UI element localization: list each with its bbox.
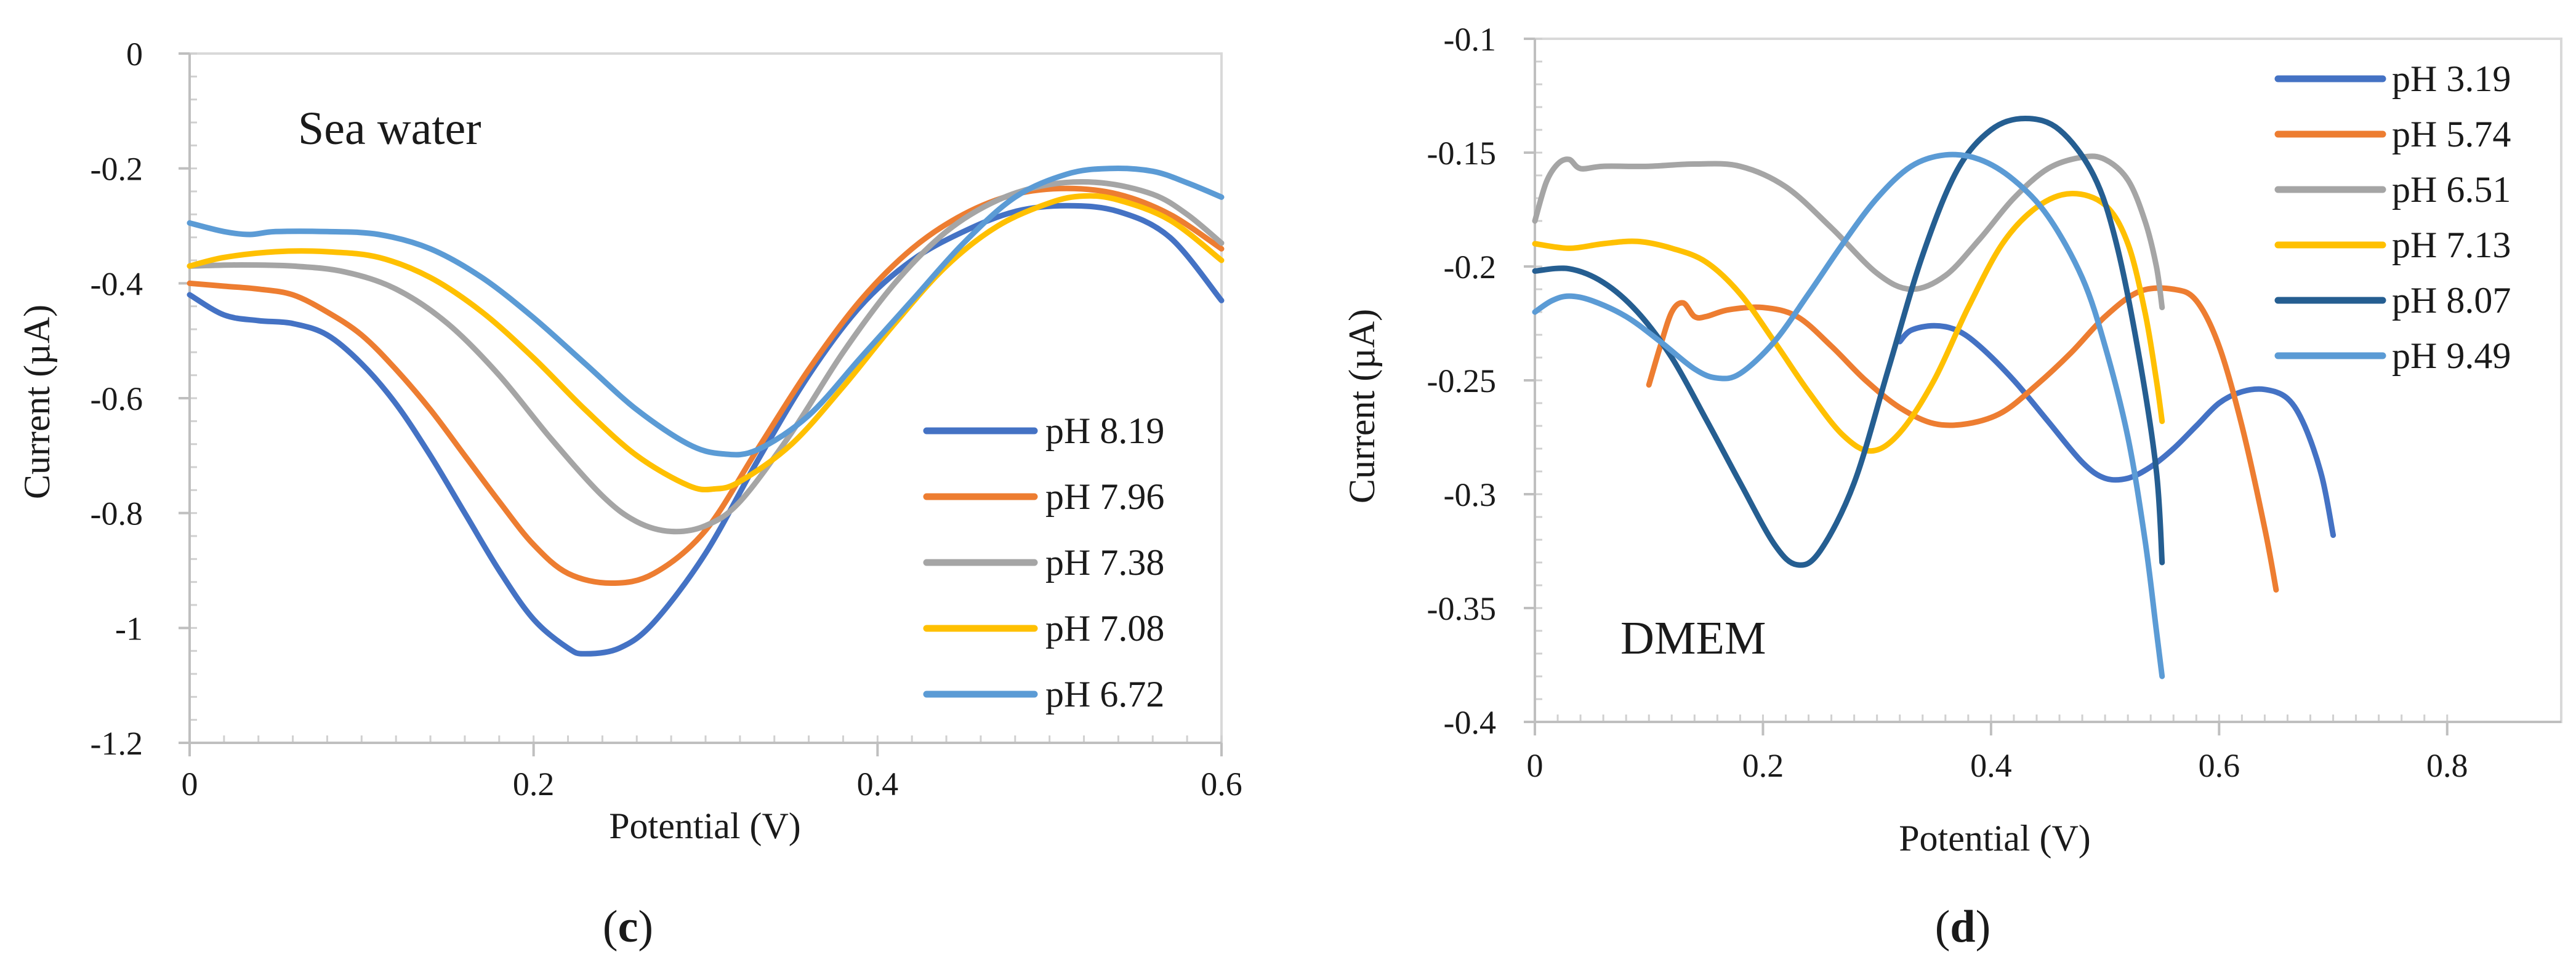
legend-label: pH 6.72 (1045, 674, 1164, 715)
x-axis-title: Potential (V) (609, 806, 801, 846)
series-line-ph-9-49 (1532, 151, 2165, 679)
y-tick-label: -1.2 (91, 725, 143, 762)
x-tick-label: 0.2 (513, 766, 555, 803)
legend-label: pH 7.96 (1045, 476, 1164, 517)
x-tick-label: 0 (1527, 747, 1544, 784)
series-line-ph-7-08 (187, 193, 1225, 493)
series-line-ph-8-19 (187, 202, 1225, 657)
x-axis-ticks: 0 0.2 0.4 0.6 (182, 735, 1242, 803)
series-group (1532, 116, 2337, 679)
y-tick-label: -0.2 (91, 151, 143, 188)
x-tick-label: 0.6 (1201, 766, 1242, 803)
chart-annotation: DMEM (1620, 612, 1766, 664)
y-tick-label: -0.8 (91, 495, 143, 532)
chart-panel-c: 0 0.2 0.4 0.6 0 -0.2 -0.4 -0.6 -0.8 -1 -1.2 pH 8.… (17, 36, 1242, 846)
x-tick-label: 0.8 (2426, 747, 2468, 784)
x-tick-label: 0 (182, 766, 198, 803)
legend-label: pH 7.38 (1045, 542, 1164, 583)
x-axis-title: Potential (V) (1899, 818, 2091, 859)
series-line-ph-6-72 (187, 166, 1225, 458)
panel-label-c: (c) (603, 902, 653, 952)
y-tick-label: -0.4 (1444, 704, 1496, 741)
y-tick-label: -0.4 (91, 265, 143, 302)
legend-label: pH 8.07 (2392, 280, 2511, 321)
legend-label: pH 3.19 (2392, 58, 2511, 99)
chart-annotation: Sea water (298, 103, 481, 154)
legend-label: pH 9.49 (2392, 335, 2511, 376)
legend: pH 8.19 pH 7.96 pH 7.38 pH 7.08 pH 6.72 (923, 410, 1164, 715)
y-tick-label: -0.15 (1427, 135, 1496, 172)
y-tick-label: -0.1 (1444, 21, 1496, 58)
y-tick-label: -0.3 (1444, 476, 1496, 513)
legend-label: pH 8.19 (1045, 410, 1164, 451)
y-tick-label: -1 (115, 610, 143, 647)
x-tick-label: 0.4 (857, 766, 899, 803)
series-line-ph-8-07 (1532, 116, 2165, 568)
x-tick-label: 0.4 (1970, 747, 2012, 784)
y-axis-title: Current (µA) (17, 305, 57, 499)
x-axis-ticks: 0 0.2 0.4 0.6 0.8 (1527, 715, 2468, 784)
y-tick-label: -0.35 (1427, 590, 1496, 627)
y-axis-ticks: -0.1 -0.15 -0.2 -0.25 -0.3 -0.35 -0.4 (1427, 21, 1542, 741)
series-line-ph-5-74 (1646, 285, 2279, 593)
x-tick-label: 0.6 (2199, 747, 2240, 784)
panel-label-d: (d) (1935, 902, 1990, 952)
y-tick-label: -0.2 (1444, 249, 1496, 286)
series-group (187, 166, 1225, 657)
series-line-ph-6-51 (1532, 153, 2165, 311)
legend: pH 3.19 pH 5.74 pH 6.51 pH 7.13 pH 8.07 pH 9.… (2274, 58, 2511, 376)
legend-label: pH 7.13 (2392, 225, 2511, 265)
y-tick-label: -0.6 (91, 380, 143, 417)
y-axis-title: Current (µA) (1342, 309, 1382, 503)
y-tick-label: -0.25 (1427, 362, 1496, 399)
y-axis-ticks: 0 -0.2 -0.4 -0.6 -0.8 -1 -1.2 (91, 36, 197, 762)
legend-label: pH 5.74 (2392, 114, 2511, 154)
series-line-ph-7-13 (1532, 191, 2165, 454)
legend-label: pH 6.51 (2392, 169, 2511, 210)
chart-panel-d: 0 0.2 0.4 0.6 0.8 -0.1 -0.15 -0.2 -0.25 -0.3 -0.3… (1342, 21, 2562, 859)
legend-label: pH 7.08 (1045, 608, 1164, 649)
x-tick-label: 0.2 (1742, 747, 1784, 784)
series-line-ph-3-19 (1897, 322, 2337, 539)
y-tick-label: 0 (126, 36, 143, 73)
series-line-ph-7-38 (187, 179, 1225, 535)
